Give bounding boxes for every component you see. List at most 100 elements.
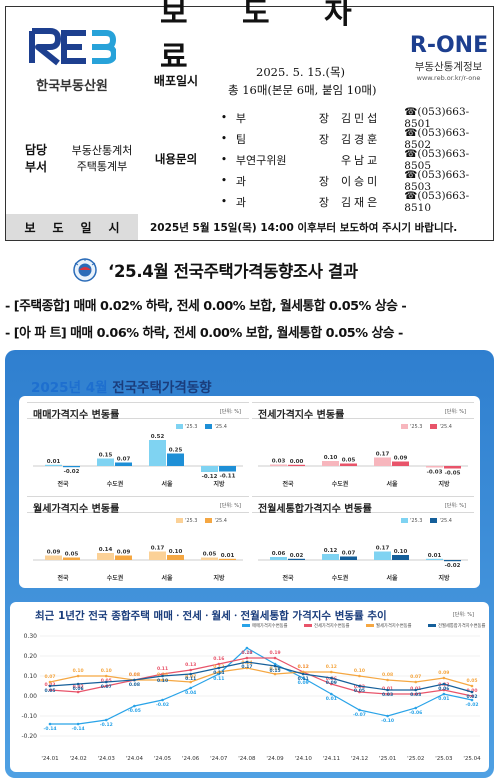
point-value-label: -0.14 [72, 726, 85, 732]
data-point [414, 680, 418, 684]
legend-swatch [242, 624, 250, 627]
bar-value-label: 0.07 [117, 457, 131, 463]
panel-legend: '25.3'25.4 [175, 424, 227, 430]
category-label: 지방 [438, 480, 450, 488]
x-tick-label: '24.10 [295, 756, 313, 762]
infographic: 2025년 4월 전국주택가격동향 매매가격지수 변동률 [단위: %] '25… [5, 350, 494, 778]
data-point [48, 722, 52, 726]
category-label: 전국 [282, 480, 294, 488]
x-tick-label: '24.04 [126, 756, 144, 762]
bar-value-label: 0.01 [47, 459, 61, 465]
data-point [330, 670, 333, 674]
category-label: 수도권 [332, 574, 349, 582]
data-point [273, 672, 277, 676]
data-point [161, 698, 164, 702]
y-tick-label: 0.30 [24, 633, 38, 640]
legend-label: 전월세통합가격지수변동률 [438, 622, 485, 629]
bar [426, 558, 443, 560]
summary-line-apartment: - [아 파 트] 매매 0.06% 하락, 전세 0.00% 보합, 월세통합… [5, 326, 403, 341]
legend-label: 매매가격지수변동률 [252, 622, 288, 629]
point-value-label: 0.13 [185, 662, 196, 668]
category-label: 지방 [438, 574, 450, 582]
bar-value-label: 0.03 [272, 459, 286, 465]
bar-value-label: 0.09 [47, 550, 61, 556]
panel-title: 전월세통합가격지수 변동률 [258, 504, 372, 515]
bar [340, 556, 357, 560]
point-value-label: 0.12 [298, 664, 309, 670]
rone-logo: R-ONE [410, 33, 488, 57]
data-point [245, 646, 249, 650]
point-value-label: 0.02 [73, 684, 84, 690]
panel-unit: [단위: %] [444, 409, 466, 415]
bar-value-label: 0.06 [272, 551, 286, 557]
press-header-table: 한국부동산원 보 도 자 료 R-ONE 부동산통계정보 www.reb.or.… [5, 0, 495, 241]
point-value-label: 0.01 [326, 696, 337, 702]
bar [288, 464, 305, 466]
data-point [386, 692, 389, 696]
x-tick-label: '24.09 [266, 756, 284, 762]
bar-value-label: -0.11 [220, 474, 236, 480]
point-value-label: -0.14 [44, 726, 57, 732]
y-tick-label: 0.00 [24, 693, 38, 700]
point-value-label: 0.03 [410, 692, 421, 698]
bar [45, 464, 62, 466]
data-point [470, 698, 474, 702]
category-label: 지방 [213, 480, 225, 488]
data-point [217, 670, 221, 674]
category-label: 수도권 [107, 574, 124, 582]
category-label: 수도권 [107, 480, 124, 488]
point-value-label: -0.12 [100, 722, 113, 728]
government-emblem-icon [73, 258, 97, 282]
point-value-label: -0.07 [353, 712, 366, 718]
bar [149, 440, 166, 466]
point-value-label: 0.07 [410, 674, 421, 680]
reb-logo-subtitle: 한국부동산원 [36, 79, 108, 94]
press-release-title: 보 도 자 료 [160, 0, 374, 75]
point-value-label: 0.05 [44, 688, 55, 694]
bar [201, 466, 218, 472]
data-point [189, 686, 192, 690]
panel-title: 전세가격지수 변동률 [258, 410, 345, 421]
point-value-label: 0.10 [73, 668, 84, 674]
panel-title: 월세가격지수 변동률 [33, 504, 120, 515]
data-point [48, 680, 52, 684]
release-label: 배포일시 [153, 74, 199, 88]
data-point [189, 668, 192, 672]
bar [270, 557, 287, 560]
data-point [386, 678, 389, 682]
category-label: 서울 [161, 480, 173, 488]
bar-value-label: 0.10 [169, 549, 183, 555]
x-tick-label: '24.07 [210, 756, 228, 762]
bar-value-label: 0.17 [376, 452, 390, 458]
data-point [48, 688, 52, 692]
panel-unit: [단위: %] [444, 503, 466, 509]
point-value-label: 0.14 [213, 670, 224, 676]
point-value-label: 0.09 [438, 670, 449, 676]
data-point [273, 656, 277, 660]
point-value-label: 0.11 [157, 666, 168, 672]
series-line [49, 667, 473, 687]
bar-chart: 0.03 0.00 전국 0.10 0.05 수도권 0.17 0.09 서울 -0.03 -0.0… [258, 452, 468, 488]
bar [219, 466, 236, 472]
panel-unit: [단위: %] [219, 409, 241, 415]
point-value-label: 0.16 [270, 666, 281, 672]
bar-value-label: 0.05 [342, 458, 356, 464]
x-tick-label: '24.02 [70, 756, 87, 762]
data-point [330, 676, 333, 680]
legend-label: 월세가격지수변동률 [376, 622, 412, 629]
x-tick-label: '24.11 [323, 756, 340, 762]
bar-value-label: 0.02 [290, 553, 304, 559]
bar [167, 555, 184, 560]
panel-title: 매매가격지수 변동률 [33, 410, 120, 421]
point-value-label: 0.10 [354, 668, 365, 674]
release-info: 2025. 5. 15.(목) 총 16매(본문 6매, 붙임 10매) [214, 57, 402, 104]
point-value-label: 0.10 [101, 668, 112, 674]
bar-value-label: -0.12 [202, 474, 218, 480]
bar [322, 554, 339, 560]
point-value-label: 0.17 [241, 664, 252, 670]
bar-value-label: 0.12 [324, 548, 338, 554]
point-value-label: 0.12 [326, 664, 337, 670]
x-tick-label: '25.02 [407, 756, 424, 762]
